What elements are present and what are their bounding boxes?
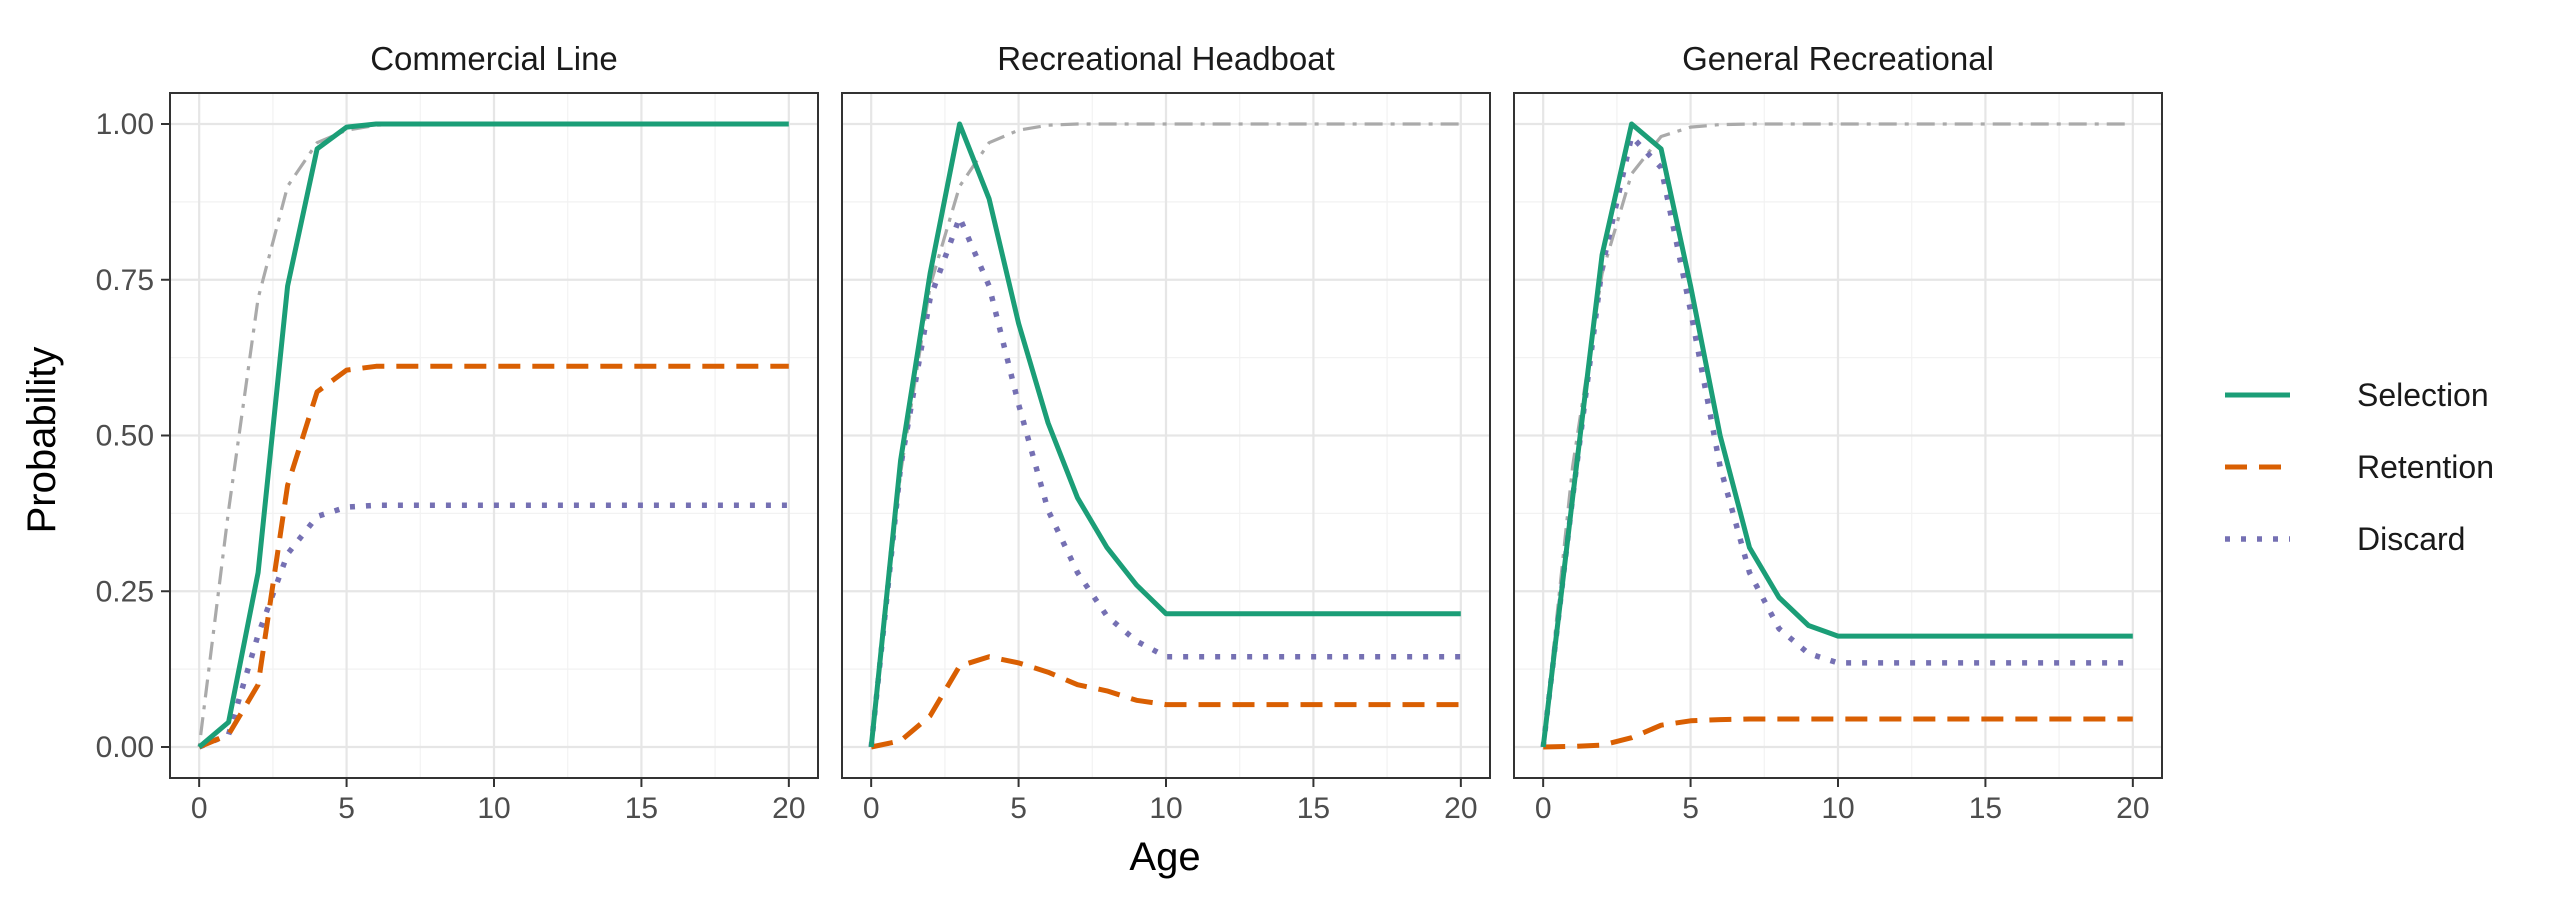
x-tick-label: 20 [772,792,805,825]
x-tick-label: 5 [338,792,355,825]
x-tick-label: 10 [1149,792,1182,825]
legend-item-discard: Discard [2225,521,2465,557]
legend-label: Discard [2357,521,2465,557]
panel-title: General Recreational [1682,40,1994,77]
x-tick-label: 0 [1535,792,1552,825]
series-line-retention [870,654,1461,750]
panel-recreational-headboat: Recreational Headboat 0 5 10 15 20 [841,40,1491,825]
x-tick-label: 0 [863,792,880,825]
y-tick-label: 1.00 [96,108,154,141]
x-tick-label: 20 [1444,792,1477,825]
panel-title: Commercial Line [370,40,618,77]
series-line-retention [198,363,789,750]
series-line-reference [1541,122,2133,748]
series-line-retention [1543,716,2133,750]
panel-title: Recreational Headboat [997,40,1335,77]
x-tick-label: 15 [625,792,658,825]
y-axis-title: Probability [20,347,64,534]
x-tick-label: 5 [1682,792,1699,825]
series-line-selection [868,121,1461,748]
legend-item-retention: Retention [2225,449,2494,485]
series-line-reference [869,122,1461,748]
series-line-discard [868,214,1461,748]
x-tick-label: 0 [191,792,208,825]
x-tick-label: 5 [1010,792,1027,825]
x-tick-label: 15 [1969,792,2002,825]
x-tick-label: 15 [1297,792,1330,825]
x-tick-label: 10 [1821,792,1854,825]
legend-item-selection: Selection [2225,377,2489,413]
legend: Selection Retention Discard [2225,377,2494,557]
y-tick-label: 0.75 [96,264,154,297]
legend-label: Selection [2357,377,2489,413]
series-line-discard [198,502,789,750]
y-tick-label: 0.00 [96,731,154,764]
x-tick-label: 10 [477,792,510,825]
y-tick-label: 0.25 [96,575,154,608]
series-line-selection [1540,121,2133,748]
x-tick-label: 20 [2116,792,2149,825]
panels-layer: Commercial Line 0 5 10 15 20 0.00 0.25 0.50 0.75 1… [96,40,2163,825]
series-line-selection [197,121,789,749]
panel-commercial-line: Commercial Line 0 5 10 15 20 0.00 0.25 0.50 0.75 1… [96,40,819,825]
x-axis-title: Age [1129,835,1200,879]
panel-general-recreational: General Recreational 0 5 10 15 20 [1513,40,2163,825]
legend-label: Retention [2357,449,2494,485]
y-tick-label: 0.50 [96,420,154,453]
